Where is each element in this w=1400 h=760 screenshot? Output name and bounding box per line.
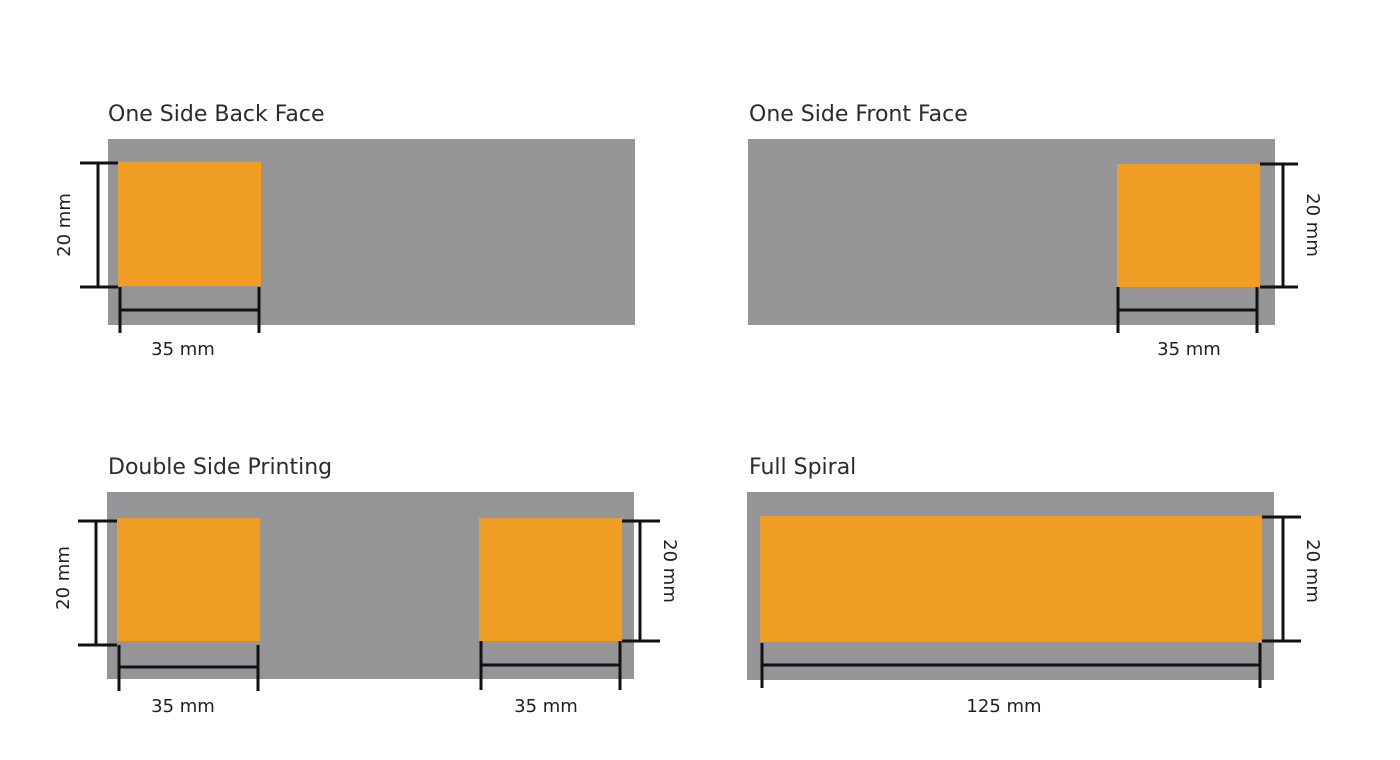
print-area [118, 162, 261, 286]
panel: One Side Front Face 20 mm 35 mm [748, 102, 1323, 360]
print-area [479, 518, 622, 641]
dimension-label: 20 mm [53, 546, 74, 610]
dimension-label: 20 mm [54, 193, 75, 257]
panel: One Side Back Face 20 mm 35 mm [54, 102, 635, 360]
panel-title: Double Side Printing [108, 455, 332, 480]
print-area [1117, 164, 1260, 287]
dimension-label: 20 mm [1302, 193, 1323, 257]
panel: Full Spiral 20 mm 125 mm [747, 455, 1323, 717]
panel-title: One Side Front Face [749, 102, 968, 127]
panel-title: One Side Back Face [108, 102, 325, 127]
panel-title: Full Spiral [749, 455, 856, 480]
dimension-label: 35 mm [151, 339, 215, 360]
dimension-label: 35 mm [514, 696, 578, 717]
dimension-label: 35 mm [1157, 339, 1221, 360]
dimension-label: 20 mm [659, 539, 680, 603]
dimension-label: 35 mm [151, 696, 215, 717]
print-area [117, 518, 260, 641]
dimension-label: 125 mm [966, 696, 1041, 717]
dimension-label: 20 mm [1302, 539, 1323, 603]
panel: Double Side Printing 20 mm 35 mm 20 mm 3… [53, 455, 680, 717]
print-area [760, 516, 1262, 642]
